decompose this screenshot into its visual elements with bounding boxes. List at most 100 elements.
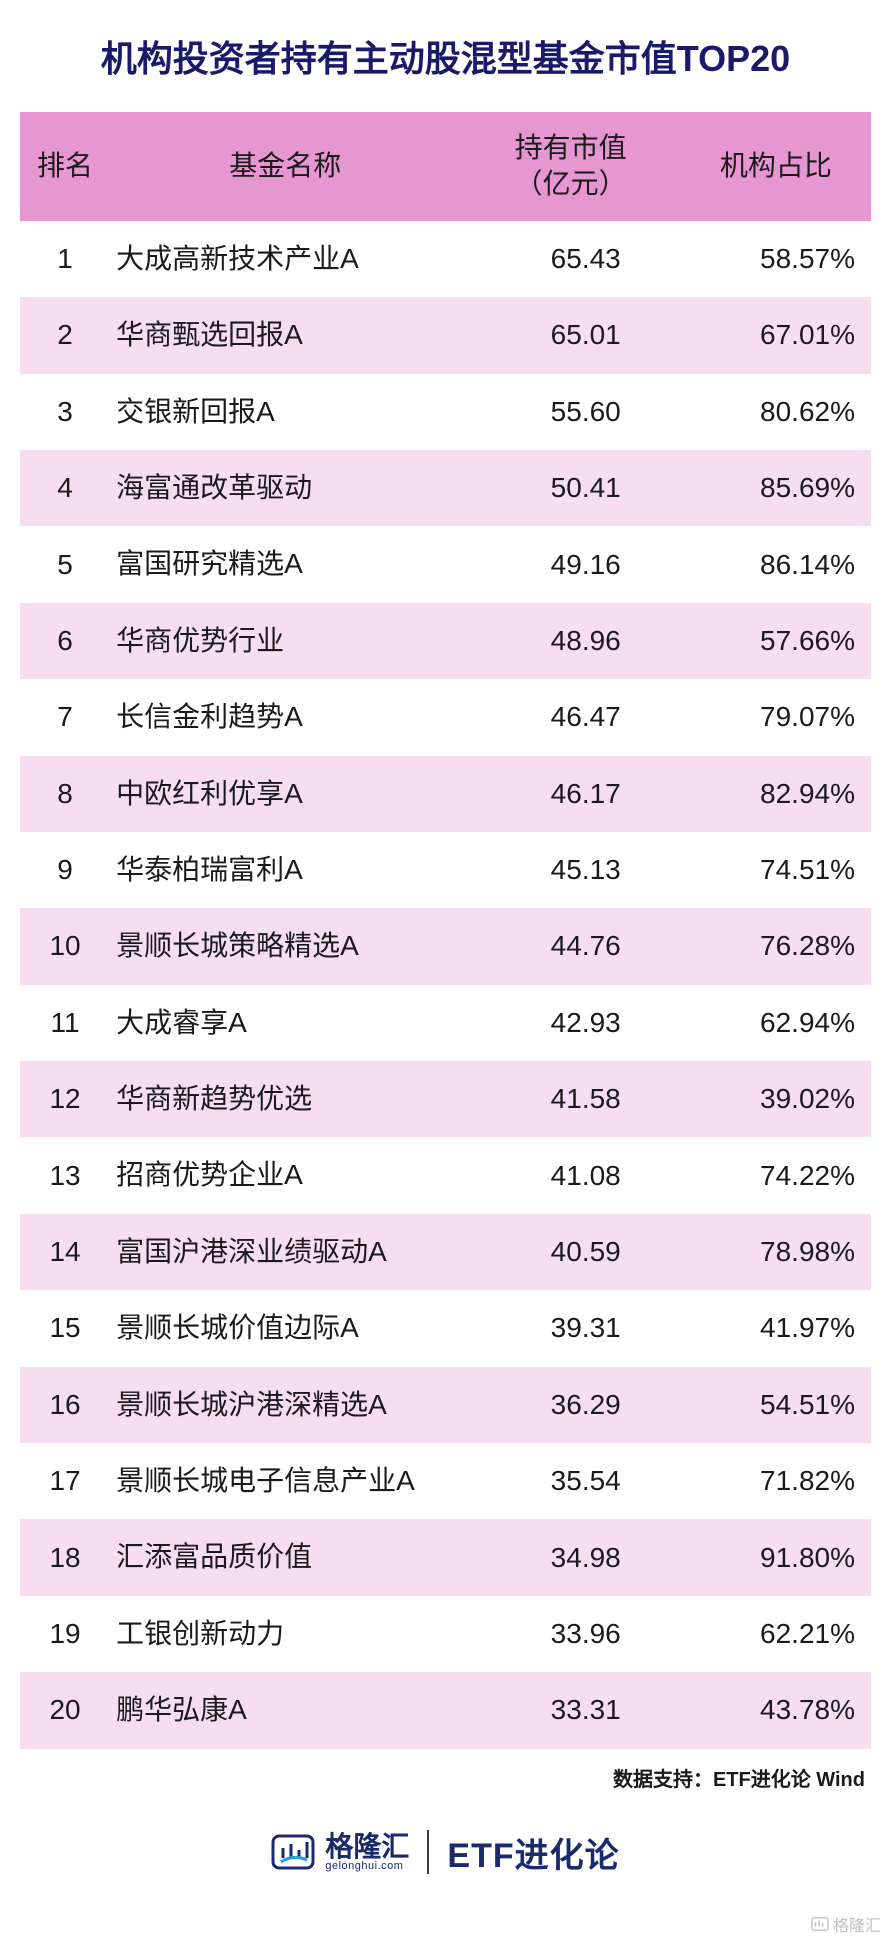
cell-rank: 10 [20, 908, 110, 984]
table-row: 7长信金利趋势A46.4779.07% [20, 679, 871, 755]
table-row: 18汇添富品质价值34.9891.80% [20, 1519, 871, 1595]
cell-name: 景顺长城电子信息产业A [110, 1443, 460, 1519]
cell-ratio: 76.28% [681, 908, 871, 984]
cell-rank: 5 [20, 526, 110, 602]
brand-right: ETF进化论 [447, 1828, 619, 1877]
table-row: 6华商优势行业48.9657.66% [20, 603, 871, 679]
table-row: 12华商新趋势优选41.5839.02% [20, 1061, 871, 1137]
table-row: 2华商甄选回报A65.0167.01% [20, 297, 871, 373]
cell-rank: 3 [20, 374, 110, 450]
watermark: 格隆汇 [811, 1912, 881, 1936]
cell-name: 大成睿享A [110, 985, 460, 1061]
cell-ratio: 67.01% [681, 297, 871, 373]
table-row: 14富国沪港深业绩驱动A40.5978.98% [20, 1214, 871, 1290]
cell-name: 鹏华弘康A [110, 1672, 460, 1748]
cell-rank: 11 [20, 985, 110, 1061]
col-rank-header: 排名 [20, 112, 110, 221]
cell-ratio: 57.66% [681, 603, 871, 679]
cell-name: 汇添富品质价值 [110, 1519, 460, 1595]
cell-name: 华商优势行业 [110, 603, 460, 679]
cell-ratio: 43.78% [681, 1672, 871, 1748]
cell-rank: 15 [20, 1290, 110, 1366]
watermark-icon [811, 1915, 829, 1933]
cell-name: 华商甄选回报A [110, 297, 460, 373]
cell-name: 中欧红利优享A [110, 756, 460, 832]
cell-value: 48.96 [461, 603, 681, 679]
cell-value: 41.58 [461, 1061, 681, 1137]
page-title: 机构投资者持有主动股混型基金市值TOP20 [20, 30, 871, 82]
table-row: 10景顺长城策略精选A44.7676.28% [20, 908, 871, 984]
table-row: 5富国研究精选A49.1686.14% [20, 526, 871, 602]
cell-ratio: 80.62% [681, 374, 871, 450]
cell-rank: 2 [20, 297, 110, 373]
cell-rank: 6 [20, 603, 110, 679]
table-row: 8中欧红利优享A46.1782.94% [20, 756, 871, 832]
cell-value: 41.08 [461, 1137, 681, 1213]
cell-ratio: 86.14% [681, 526, 871, 602]
col-value-header: 持有市值 （亿元） [461, 112, 681, 221]
footer: 格隆汇 gelonghui.com ETF进化论 [20, 1828, 871, 1897]
cell-ratio: 39.02% [681, 1061, 871, 1137]
data-credit: 数据支持：ETF进化论 Wind [20, 1763, 871, 1792]
cell-ratio: 62.21% [681, 1596, 871, 1672]
cell-rank: 13 [20, 1137, 110, 1213]
report-card: 机构投资者持有主动股混型基金市值TOP20 排名 基金名称 持有市值 （亿元） … [0, 0, 891, 1917]
footer-divider [427, 1830, 429, 1874]
table-row: 13招商优势企业A41.0874.22% [20, 1137, 871, 1213]
col-name-header: 基金名称 [110, 112, 460, 221]
table-row: 20鹏华弘康A33.3143.78% [20, 1672, 871, 1748]
cell-rank: 20 [20, 1672, 110, 1748]
cell-value: 65.01 [461, 297, 681, 373]
cell-name: 华泰柏瑞富利A [110, 832, 460, 908]
cell-value: 39.31 [461, 1290, 681, 1366]
cell-rank: 16 [20, 1367, 110, 1443]
col-ratio-header: 机构占比 [681, 112, 871, 221]
brand-left-en: gelonghui.com [325, 1861, 409, 1872]
cell-rank: 18 [20, 1519, 110, 1595]
cell-name: 富国沪港深业绩驱动A [110, 1214, 460, 1290]
table-row: 9华泰柏瑞富利A45.1374.51% [20, 832, 871, 908]
cell-rank: 12 [20, 1061, 110, 1137]
cell-ratio: 71.82% [681, 1443, 871, 1519]
fund-table: 排名 基金名称 持有市值 （亿元） 机构占比 1大成高新技术产业A65.4358… [20, 112, 871, 1749]
cell-ratio: 41.97% [681, 1290, 871, 1366]
cell-name: 景顺长城沪港深精选A [110, 1367, 460, 1443]
cell-value: 45.13 [461, 832, 681, 908]
cell-value: 55.60 [461, 374, 681, 450]
watermark-text: 格隆汇 [833, 1912, 881, 1936]
cell-value: 49.16 [461, 526, 681, 602]
cell-value: 44.76 [461, 908, 681, 984]
cell-value: 35.54 [461, 1443, 681, 1519]
table-row: 4海富通改革驱动50.4185.69% [20, 450, 871, 526]
table-row: 3交银新回报A55.6080.62% [20, 374, 871, 450]
table-row: 1大成高新技术产业A65.4358.57% [20, 221, 871, 297]
cell-name: 大成高新技术产业A [110, 221, 460, 297]
cell-rank: 14 [20, 1214, 110, 1290]
cell-value: 65.43 [461, 221, 681, 297]
cell-ratio: 78.98% [681, 1214, 871, 1290]
cell-value: 46.47 [461, 679, 681, 755]
table-row: 15景顺长城价值边际A39.3141.97% [20, 1290, 871, 1366]
cell-ratio: 74.22% [681, 1137, 871, 1213]
cell-name: 富国研究精选A [110, 526, 460, 602]
table-row: 19工银创新动力33.9662.21% [20, 1596, 871, 1672]
cell-ratio: 74.51% [681, 832, 871, 908]
cell-name: 交银新回报A [110, 374, 460, 450]
brand-left-cn: 格隆汇 [325, 1833, 409, 1861]
cell-name: 华商新趋势优选 [110, 1061, 460, 1137]
cell-ratio: 58.57% [681, 221, 871, 297]
cell-ratio: 91.80% [681, 1519, 871, 1595]
cell-name: 招商优势企业A [110, 1137, 460, 1213]
cell-ratio: 79.07% [681, 679, 871, 755]
cell-name: 长信金利趋势A [110, 679, 460, 755]
cell-rank: 17 [20, 1443, 110, 1519]
table-row: 16景顺长城沪港深精选A36.2954.51% [20, 1367, 871, 1443]
cell-rank: 7 [20, 679, 110, 755]
cell-value: 50.41 [461, 450, 681, 526]
cell-value: 33.31 [461, 1672, 681, 1748]
cell-value: 40.59 [461, 1214, 681, 1290]
brand-logo-icon [271, 1830, 315, 1874]
brand-left: 格隆汇 gelonghui.com [271, 1830, 409, 1874]
cell-ratio: 54.51% [681, 1367, 871, 1443]
cell-value: 42.93 [461, 985, 681, 1061]
